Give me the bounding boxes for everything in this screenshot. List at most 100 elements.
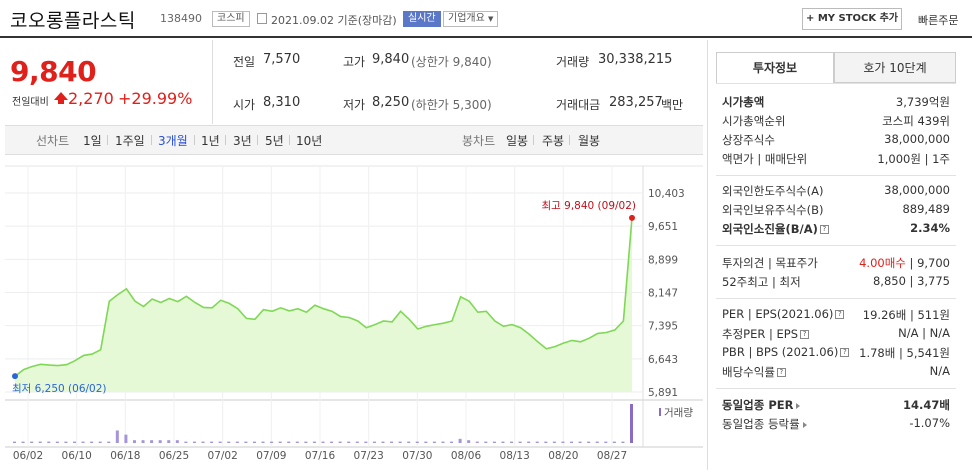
- volume-bar: [235, 441, 239, 443]
- volume-legend-swatch: [659, 408, 661, 416]
- divider: [569, 135, 570, 145]
- divider: [716, 388, 956, 389]
- period-3m[interactable]: 3개월: [158, 134, 188, 148]
- volume-bar: [604, 441, 608, 443]
- open-value: 8,310: [263, 95, 301, 110]
- amount-value: 283,257: [609, 95, 663, 110]
- candle-monthly[interactable]: 월봉: [578, 134, 601, 148]
- volume-bar: [621, 441, 625, 443]
- divider: [225, 135, 226, 145]
- volume-bar: [501, 441, 505, 443]
- change-label: 전일대비: [12, 97, 49, 108]
- row-pbr: PBR | BPS (2021.06)? 1.78배 | 5,541원: [722, 345, 950, 360]
- stock-name: 코오롱플라스틱: [10, 10, 136, 32]
- help-icon[interactable]: ?: [840, 348, 850, 357]
- amount-unit: 백만: [661, 98, 684, 112]
- volume-bar: [278, 441, 282, 443]
- volume-axis-label: 거래량: [664, 407, 693, 419]
- realtime-button[interactable]: 실시간: [403, 11, 441, 27]
- row-industry-per[interactable]: 동일업종 PER 14.47배: [722, 398, 950, 412]
- volume-bar: [287, 441, 291, 443]
- volume-bar: [261, 441, 265, 443]
- company-info-dropdown[interactable]: 기업개요 ▼: [443, 11, 499, 27]
- quick-order-button[interactable]: 빠른주문: [918, 14, 959, 27]
- current-price: 9,840: [10, 55, 97, 88]
- prev-close-label: 전일: [233, 55, 256, 69]
- volume-bar: [518, 441, 522, 443]
- chevron-down-icon: ▼: [488, 15, 494, 23]
- add-mystock-button[interactable]: + MY STOCK 추가: [802, 8, 902, 30]
- change-percent: +29.99%: [118, 89, 193, 108]
- help-icon[interactable]: ?: [776, 368, 786, 377]
- candle-daily[interactable]: 일봉: [506, 134, 529, 148]
- lower-limit: (하한가 5,300): [411, 98, 492, 112]
- calendar-icon: [257, 13, 267, 24]
- volume-bar: [355, 441, 359, 443]
- volume-bar: [295, 441, 299, 443]
- candle-weekly[interactable]: 주봉: [542, 134, 565, 148]
- volume-bar: [398, 441, 402, 443]
- period-5y[interactable]: 5년: [265, 134, 284, 148]
- volume-bar: [347, 441, 351, 443]
- high-value: 9,840: [372, 52, 410, 67]
- x-tick-label: 07/09: [256, 450, 286, 462]
- volume-bar: [595, 441, 599, 443]
- volume-bar: [338, 441, 342, 443]
- period-1w[interactable]: 1주일: [115, 134, 145, 148]
- x-tick-label: 08/20: [548, 450, 578, 462]
- volume-bar: [407, 441, 411, 443]
- volume-bar: [47, 441, 51, 443]
- volume-bar: [201, 441, 205, 443]
- x-tick-label: 07/02: [208, 450, 238, 462]
- divider: [289, 135, 290, 145]
- volume-bar: [321, 441, 325, 443]
- change-value: 2,270: [68, 89, 114, 108]
- y-tick-label: 6,643: [648, 354, 678, 366]
- price-chart[interactable]: 10,403 9,651 8,899 8,147 7,395 6,643 5,891 06/…: [0, 0, 707, 470]
- x-tick-label: 06/02: [13, 450, 43, 462]
- tab-invest-info[interactable]: 투자정보: [716, 52, 834, 83]
- volume-bar: [441, 441, 445, 443]
- help-icon[interactable]: ?: [800, 330, 810, 339]
- divider: [107, 135, 108, 145]
- period-1y[interactable]: 1년: [201, 134, 220, 148]
- volume-bar: [475, 441, 479, 443]
- x-tick-label: 06/25: [159, 450, 189, 462]
- volume-bar: [578, 441, 582, 443]
- volume-bar: [38, 441, 42, 443]
- volume-bar: [372, 441, 376, 443]
- volume-bar: [30, 441, 34, 443]
- price-area: [15, 217, 632, 392]
- volume-bar: [184, 441, 188, 443]
- prev-close-value: 7,570: [263, 52, 301, 67]
- period-3y[interactable]: 3년: [233, 134, 252, 148]
- volume-bar: [124, 434, 128, 443]
- y-tick-label: 10,403: [648, 188, 685, 200]
- help-icon[interactable]: ?: [835, 310, 845, 319]
- divider: [257, 135, 258, 145]
- volume-bar: [158, 440, 162, 443]
- divider: [716, 298, 956, 299]
- period-10y[interactable]: 10년: [296, 134, 323, 148]
- volume-bar: [415, 441, 419, 443]
- high-label: 고가: [343, 55, 366, 69]
- row-shares: 상장주식수 38,000,000: [722, 132, 950, 147]
- help-icon[interactable]: ?: [819, 225, 829, 234]
- low-annotation: 최저 6,250 (06/02): [12, 383, 107, 395]
- volume-bar: [210, 441, 214, 443]
- volume-bar: [141, 440, 145, 443]
- row-industry-rate[interactable]: 동일업종 등락률 -1.07%: [722, 416, 950, 431]
- row-foreign-ratio: 외국인소진율(B/A)? 2.34%: [722, 221, 950, 236]
- row-par: 액면가 | 매매단위 1,000원 | 1주: [722, 152, 950, 166]
- volume-bar: [527, 441, 531, 443]
- amount-label: 거래대금: [556, 98, 601, 112]
- volume-bar: [450, 441, 454, 443]
- volume-bar: [364, 441, 368, 443]
- row-per: PER | EPS(2021.06)? 19.26배 | 511원: [722, 307, 950, 322]
- tab-quote-10[interactable]: 호가 10단계: [834, 52, 956, 83]
- volume-bar: [115, 430, 119, 443]
- candle-chart-label: 봉차트: [462, 134, 496, 148]
- period-1d[interactable]: 1일: [83, 134, 102, 148]
- volume-bar: [218, 441, 222, 443]
- divider: [194, 135, 195, 145]
